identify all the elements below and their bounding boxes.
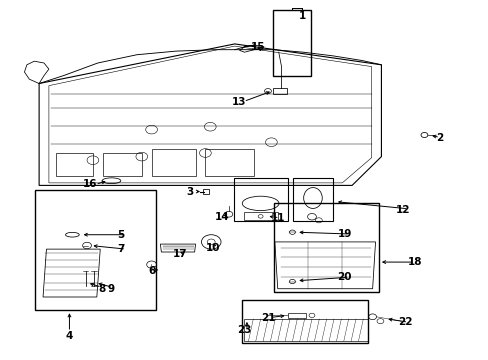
Text: 8: 8 <box>98 284 105 294</box>
Text: 13: 13 <box>231 96 245 107</box>
Text: 7: 7 <box>117 244 125 254</box>
Text: 12: 12 <box>395 204 410 215</box>
Text: 1: 1 <box>298 11 305 21</box>
Bar <box>272 88 286 94</box>
Text: 15: 15 <box>250 42 265 52</box>
Bar <box>242 300 367 343</box>
Text: 16: 16 <box>83 179 98 189</box>
Bar <box>35 190 156 310</box>
Bar <box>273 203 378 292</box>
Text: 22: 22 <box>397 317 411 327</box>
Text: 6: 6 <box>148 266 155 276</box>
Text: 17: 17 <box>172 249 187 259</box>
Text: 18: 18 <box>407 257 421 267</box>
Text: 2: 2 <box>436 132 443 143</box>
Text: 11: 11 <box>270 213 285 223</box>
Bar <box>272 10 310 76</box>
Text: 9: 9 <box>108 284 115 294</box>
Text: 14: 14 <box>215 212 229 222</box>
Text: 5: 5 <box>118 230 124 240</box>
Text: 4: 4 <box>65 330 73 341</box>
Bar <box>243 212 277 220</box>
Bar <box>293 178 332 221</box>
Text: 3: 3 <box>186 186 193 197</box>
Bar <box>203 189 208 194</box>
Text: 20: 20 <box>337 272 351 282</box>
Text: 23: 23 <box>237 325 251 336</box>
Text: 21: 21 <box>260 312 275 323</box>
Text: 19: 19 <box>337 229 351 239</box>
Bar <box>233 178 287 221</box>
Text: 10: 10 <box>205 243 220 253</box>
Bar <box>287 313 305 318</box>
